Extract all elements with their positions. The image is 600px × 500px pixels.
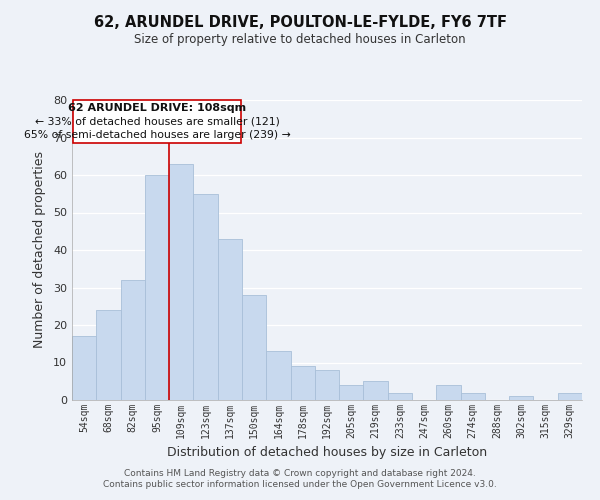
Y-axis label: Number of detached properties: Number of detached properties	[33, 152, 46, 348]
Bar	[218, 239, 242, 400]
Bar	[145, 175, 169, 400]
Text: ← 33% of detached houses are smaller (121): ← 33% of detached houses are smaller (12…	[35, 116, 280, 126]
Bar	[558, 392, 582, 400]
Bar	[193, 194, 218, 400]
Bar	[339, 385, 364, 400]
Bar	[121, 280, 145, 400]
Bar	[388, 392, 412, 400]
Text: Contains HM Land Registry data © Crown copyright and database right 2024.: Contains HM Land Registry data © Crown c…	[124, 468, 476, 477]
Bar	[242, 295, 266, 400]
Bar	[436, 385, 461, 400]
Text: 62, ARUNDEL DRIVE, POULTON-LE-FYLDE, FY6 7TF: 62, ARUNDEL DRIVE, POULTON-LE-FYLDE, FY6…	[94, 15, 506, 30]
Bar	[315, 370, 339, 400]
FancyBboxPatch shape	[73, 100, 241, 143]
Text: 65% of semi-detached houses are larger (239) →: 65% of semi-detached houses are larger (…	[23, 130, 290, 140]
Bar	[509, 396, 533, 400]
Bar	[169, 164, 193, 400]
Text: Contains public sector information licensed under the Open Government Licence v3: Contains public sector information licen…	[103, 480, 497, 489]
Text: 62 ARUNDEL DRIVE: 108sqm: 62 ARUNDEL DRIVE: 108sqm	[68, 104, 246, 114]
Bar	[96, 310, 121, 400]
Bar	[461, 392, 485, 400]
Bar	[364, 381, 388, 400]
Bar	[266, 351, 290, 400]
Bar	[72, 336, 96, 400]
Text: Size of property relative to detached houses in Carleton: Size of property relative to detached ho…	[134, 32, 466, 46]
Bar	[290, 366, 315, 400]
X-axis label: Distribution of detached houses by size in Carleton: Distribution of detached houses by size …	[167, 446, 487, 460]
